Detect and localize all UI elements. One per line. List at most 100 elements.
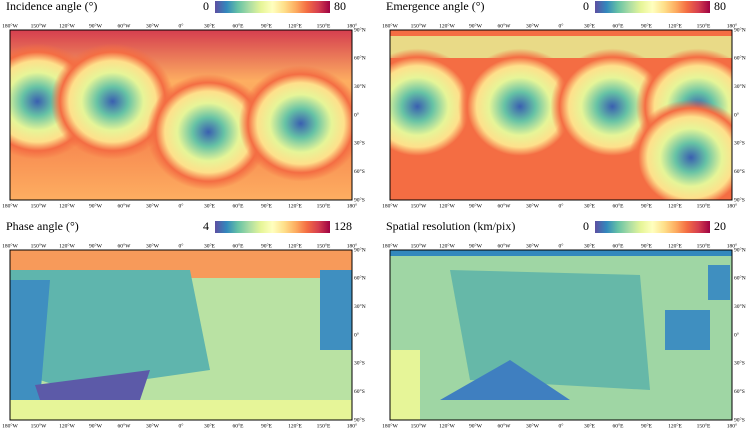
lat-label: 30°S [354,140,365,147]
lon-label-top: 120°E [668,22,682,29]
lon-label-top: 90°E [261,22,273,29]
lon-label-top: 120°E [288,242,302,249]
low-angle-region [628,99,732,200]
lon-label-top: 120°W [59,22,75,29]
lon-label-top: 150°E [697,242,711,249]
lon-label-top: 120°W [439,242,455,249]
lon-label-bottom: 150°W [411,422,427,429]
lon-label-bottom: 180°W [382,422,398,429]
lat-label: 90°S [354,196,365,203]
polar-band [390,250,732,256]
colorbar-min: 4 [203,219,209,233]
map [9,29,353,201]
lat-label: 30°N [734,303,746,310]
lon-label-bottom: 60°W [118,202,132,209]
lon-label-bottom: 180°W [2,422,18,429]
lon-label-bottom: 120°W [439,422,455,429]
lat-label: 0° [354,331,359,338]
lon-label-top: 150°W [411,242,427,249]
lon-label-bottom: 30°E [584,202,596,209]
lon-label-top: 180° [727,242,737,249]
lon-label-bottom: 30°E [584,422,596,429]
lon-label-bottom: 0° [559,422,564,429]
colorbar [595,221,710,233]
lon-label-bottom: 60°W [498,422,512,429]
lon-label-bottom: 90°W [89,202,103,209]
colorbar-min: 0 [583,219,589,233]
map-frame [9,29,353,201]
lon-label-bottom: 0° [179,202,184,209]
lat-label: 90°S [734,196,745,203]
lon-label-bottom: 90°E [641,202,653,209]
lat-label: 30°S [354,360,365,367]
lat-label: 60°N [734,275,746,282]
lon-label-bottom: 180° [727,422,737,429]
lon-label-top: 150°W [31,242,47,249]
map-frame [389,249,733,421]
lon-label-bottom: 120°W [439,202,455,209]
lon-label-top: 30°W [146,242,160,249]
low-angle-region [238,65,352,182]
colorbar-min: 0 [583,0,589,13]
map-body [10,30,352,200]
lon-label-bottom: 120°E [668,422,682,429]
region [10,280,50,400]
colorbar-max: 80 [714,0,726,13]
lon-label-top: 180° [727,22,737,29]
lon-label-bottom: 90°E [261,422,273,429]
lon-label-top: 60°E [612,22,624,29]
lon-label-top: 0° [559,242,564,249]
panel-title: Emergence angle (°) [386,0,485,13]
region [10,400,352,420]
lat-label: 60°S [734,388,745,395]
lon-label-bottom: 60°E [612,202,624,209]
lon-label-bottom: 150°E [317,422,331,429]
panel-title: Incidence angle (°) [6,0,97,13]
lon-label-top: 150°W [31,22,47,29]
lon-label-top: 180° [347,22,357,29]
map-body [390,250,732,420]
lon-label-top: 180°W [2,22,18,29]
lat-label: 90°N [354,246,366,253]
lon-label-bottom: 180°W [2,202,18,209]
lon-label-bottom: 150°W [31,202,47,209]
lat-label: 0° [734,111,739,118]
lat-label: 0° [734,331,739,338]
lon-label-bottom: 150°E [697,202,711,209]
lon-label-top: 60°E [232,22,244,29]
map-body [10,250,352,420]
region [390,350,420,420]
lon-label-top: 30°E [204,22,216,29]
lon-label-bottom: 90°E [261,202,273,209]
lat-label: 60°S [354,388,365,395]
low-angle-region [146,74,271,190]
lon-label-top: 180° [347,242,357,249]
lon-label-top: 120°W [59,242,75,249]
lon-label-bottom: 180° [347,202,357,209]
lon-label-top: 60°W [118,22,132,29]
colorbar-max: 20 [714,219,726,233]
lon-label-bottom: 90°W [469,422,483,429]
colorbar [595,1,710,13]
lat-label: 60°S [734,168,745,175]
region [10,270,210,390]
lon-label-top: 150°E [317,22,331,29]
lon-label-bottom: 60°E [232,422,244,429]
lon-label-bottom: 30°W [526,422,540,429]
lat-label: 90°S [734,416,745,423]
lon-label-bottom: 60°W [498,202,512,209]
lon-label-top: 60°W [118,242,132,249]
lon-label-top: 90°W [89,22,103,29]
lon-label-top: 180°W [382,22,398,29]
lon-label-bottom: 90°E [641,422,653,429]
lon-label-bottom: 180° [727,202,737,209]
lon-label-bottom: 120°E [668,202,682,209]
lon-label-bottom: 180° [347,422,357,429]
lon-label-bottom: 90°W [89,422,103,429]
region [320,270,352,350]
lat-label: 30°S [734,360,745,367]
map-frame [9,249,353,421]
lon-label-top: 90°W [89,242,103,249]
lon-label-top: 90°W [469,242,483,249]
